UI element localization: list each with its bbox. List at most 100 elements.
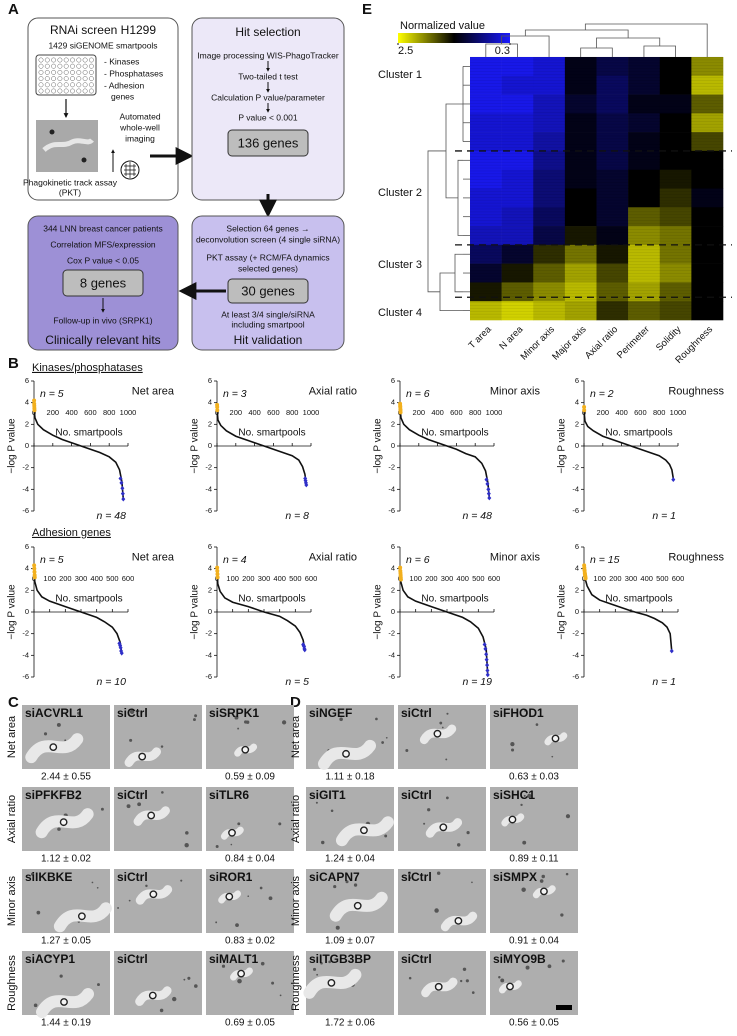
hit-down bbox=[120, 491, 125, 497]
knockdown-label: siSRPK1 bbox=[209, 706, 259, 720]
knockdown-label: siACYP1 bbox=[25, 952, 75, 966]
heatmap-cell bbox=[470, 301, 502, 321]
cell bbox=[81, 157, 87, 163]
well bbox=[82, 88, 88, 94]
ratio-value: 0.59 ± 0.09 bbox=[225, 772, 275, 783]
well bbox=[76, 57, 82, 63]
well bbox=[70, 63, 75, 69]
ranked-curve bbox=[583, 565, 673, 652]
heatmap-cell bbox=[501, 169, 534, 189]
heatmap-cell bbox=[628, 75, 661, 95]
y-tick-label: -4 bbox=[22, 650, 29, 659]
hit-up bbox=[583, 576, 588, 581]
heatmap-cell bbox=[564, 57, 597, 77]
heatmap-cell bbox=[533, 207, 566, 227]
debris bbox=[527, 793, 532, 798]
step: Cox P value < 0.05 bbox=[67, 255, 139, 265]
imaging: Automated bbox=[119, 111, 160, 121]
section-title: Adhesion genes bbox=[32, 527, 111, 539]
micrograph bbox=[206, 951, 294, 1015]
heatmap-cell bbox=[501, 188, 534, 208]
column-label: Axial ratio bbox=[583, 324, 620, 361]
heatmap-cell bbox=[596, 207, 629, 227]
knockdown-label: siCtrl bbox=[401, 952, 432, 966]
ranked-curve bbox=[583, 410, 675, 479]
heatmap-cell bbox=[564, 113, 597, 133]
heatmap-cell bbox=[691, 150, 724, 171]
hit-count: n = 5 bbox=[40, 554, 64, 566]
knockdown-label: siMYO9B bbox=[493, 952, 546, 966]
heatmap-cell bbox=[691, 244, 724, 264]
x-tick-label: 300 bbox=[75, 574, 88, 583]
knockdown-label: siPFKFB2 bbox=[25, 788, 82, 802]
heatmap-cell bbox=[470, 132, 502, 152]
followup: Follow-up in vivo (SRPK1) bbox=[53, 315, 152, 325]
cell bbox=[49, 743, 58, 752]
y-tick-label: -6 bbox=[22, 672, 29, 681]
heatmap-cell bbox=[533, 263, 566, 283]
debris bbox=[129, 709, 135, 715]
debris bbox=[160, 745, 164, 748]
ratio-value: 0.84 ± 0.04 bbox=[225, 854, 275, 865]
y-tick-label: 4 bbox=[25, 564, 29, 573]
debris bbox=[281, 720, 287, 725]
x-tick-label: 200 bbox=[59, 574, 72, 583]
cell bbox=[60, 998, 68, 1006]
y-tick-label: -4 bbox=[205, 484, 212, 493]
y-tick-label: 4 bbox=[391, 564, 395, 573]
well bbox=[63, 88, 69, 94]
cell bbox=[551, 734, 560, 743]
debris bbox=[541, 874, 545, 879]
knockdown-label: siITGB3BP bbox=[309, 952, 371, 966]
heatmap-cell bbox=[628, 169, 661, 189]
debris bbox=[471, 991, 475, 994]
hit-down bbox=[119, 650, 124, 656]
box-title: Hit selection bbox=[235, 25, 300, 39]
step: Correlation MFS/expression bbox=[50, 239, 156, 249]
cell bbox=[540, 887, 548, 896]
y-tick-label: 4 bbox=[575, 398, 579, 407]
hit-down bbox=[484, 651, 489, 657]
y-tick-label: 6 bbox=[391, 376, 395, 385]
heatmap-cell bbox=[501, 150, 534, 171]
debris bbox=[498, 976, 501, 979]
heatmap-cell bbox=[628, 301, 661, 321]
box-title: Clinically relevant hits bbox=[45, 333, 160, 347]
y-tick-label: -2 bbox=[572, 463, 579, 472]
well bbox=[88, 82, 94, 88]
knockdown-label: siIKBKE bbox=[25, 870, 72, 884]
debris bbox=[91, 881, 94, 884]
x-tick-label: 1000 bbox=[486, 408, 503, 417]
well bbox=[51, 88, 57, 94]
debris bbox=[466, 831, 470, 835]
debris bbox=[446, 712, 449, 715]
debris bbox=[445, 758, 448, 761]
heatmap-cell bbox=[596, 57, 629, 77]
column-label: Major axis bbox=[550, 324, 589, 363]
well bbox=[76, 82, 82, 88]
y-tick-label: 6 bbox=[208, 542, 212, 551]
heatmap-cell bbox=[691, 169, 724, 189]
heatmap-cell bbox=[470, 57, 502, 77]
debris bbox=[215, 921, 218, 924]
y-tick-label: 2 bbox=[208, 585, 212, 594]
well bbox=[38, 69, 44, 75]
x-tick-label: 1000 bbox=[120, 408, 137, 417]
debris bbox=[221, 964, 226, 968]
debris bbox=[441, 726, 444, 729]
debris bbox=[77, 797, 80, 800]
y-tick-label: 2 bbox=[575, 419, 579, 428]
hit-down bbox=[119, 480, 124, 486]
panel-label: D bbox=[290, 694, 301, 711]
heatmap-cell bbox=[564, 132, 597, 152]
step: selected genes) bbox=[238, 263, 298, 273]
debris bbox=[381, 741, 385, 744]
y-tick-label: -6 bbox=[205, 506, 212, 515]
well bbox=[82, 63, 88, 69]
debris bbox=[539, 879, 544, 883]
heatmap-cell bbox=[501, 94, 534, 114]
hit-up bbox=[582, 408, 587, 413]
x-tick-label: 600 bbox=[672, 574, 685, 583]
y-tick-label: -6 bbox=[572, 506, 579, 515]
debris bbox=[59, 974, 63, 978]
